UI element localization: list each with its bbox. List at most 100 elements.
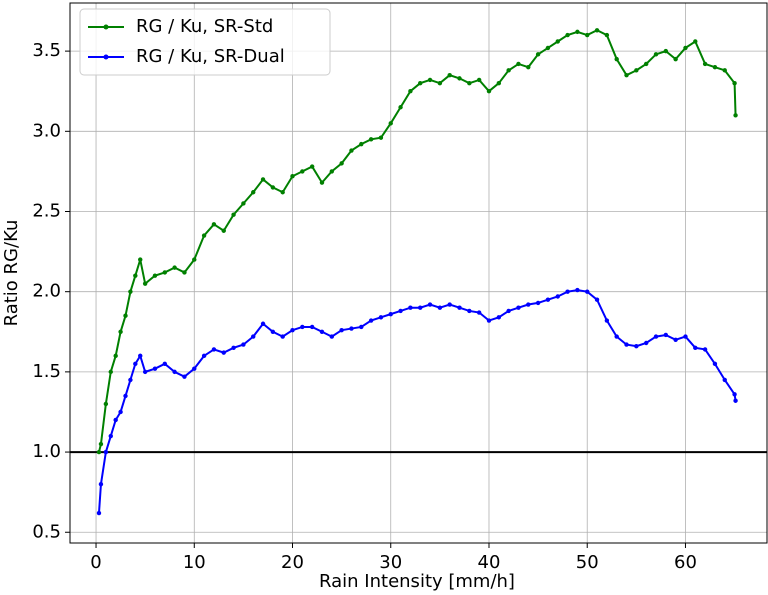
data-point <box>182 374 187 379</box>
legend: RG / Ku, SR-Std RG / Ku, SR-Dual <box>79 8 331 76</box>
data-point <box>516 61 521 67</box>
plot-frame <box>69 2 768 544</box>
data-point <box>437 305 443 310</box>
data-point <box>408 305 413 310</box>
data-point <box>624 72 629 78</box>
data-point <box>270 329 276 334</box>
data-point <box>663 332 669 338</box>
data-point <box>418 305 423 310</box>
data-point <box>427 302 433 307</box>
data-point <box>211 222 217 227</box>
y-tick-label: 1.5 <box>32 361 61 382</box>
data-point <box>614 334 619 339</box>
data-point <box>575 287 580 293</box>
data-point <box>152 273 158 278</box>
data-point <box>437 80 443 86</box>
data-point <box>398 105 403 110</box>
data-point <box>594 297 600 302</box>
data-point <box>309 164 315 169</box>
data-point <box>585 32 590 38</box>
legend-marker <box>103 24 109 30</box>
data-point <box>231 345 236 351</box>
data-point <box>535 52 541 57</box>
data-point <box>349 148 354 153</box>
data-point <box>123 393 128 399</box>
data-point <box>118 409 123 415</box>
data-point <box>702 61 708 67</box>
data-point <box>359 141 364 147</box>
data-point <box>108 433 113 439</box>
data-point <box>733 113 738 118</box>
data-point <box>673 337 678 342</box>
data-point <box>319 180 325 185</box>
data-point <box>319 329 325 334</box>
x-tick-label: 40 <box>478 552 501 573</box>
data-point <box>142 369 148 375</box>
data-point <box>526 64 531 70</box>
data-point <box>447 302 452 307</box>
data-point <box>241 201 246 206</box>
x-tick-label: 30 <box>379 552 402 573</box>
data-point <box>398 308 403 314</box>
data-point <box>388 311 393 317</box>
data-point <box>98 481 104 487</box>
data-point <box>201 353 207 359</box>
data-point <box>604 318 610 323</box>
data-point <box>152 366 158 371</box>
data-point <box>133 273 138 278</box>
data-point <box>634 344 639 349</box>
data-point <box>467 308 472 314</box>
data-point <box>526 302 531 307</box>
data-point <box>585 289 590 294</box>
data-point <box>565 289 570 294</box>
data-point <box>643 61 649 67</box>
data-point <box>496 80 502 86</box>
data-point <box>535 300 541 306</box>
data-point <box>162 270 167 275</box>
data-point <box>683 45 688 51</box>
x-tick-label: 50 <box>576 552 599 573</box>
data-point <box>486 318 492 323</box>
data-point <box>712 361 718 367</box>
x-tick-label: 10 <box>183 552 206 573</box>
data-point <box>329 169 335 174</box>
data-point <box>133 361 138 367</box>
data-point <box>251 190 256 195</box>
data-point <box>467 80 472 86</box>
data-point <box>221 228 226 233</box>
data-point <box>634 68 639 73</box>
data-point <box>113 353 118 359</box>
data-point <box>575 29 580 35</box>
data-point <box>123 313 128 318</box>
data-point <box>368 137 374 142</box>
x-tick-label: 60 <box>674 552 697 573</box>
y-tick-label: 2.0 <box>32 281 61 302</box>
data-point <box>96 449 102 455</box>
y-tick-label: 3.0 <box>32 120 61 141</box>
data-point <box>378 315 384 320</box>
data-point <box>683 334 688 339</box>
data-point <box>722 377 727 383</box>
data-point <box>108 369 113 375</box>
y-tick-label: 2.5 <box>32 200 61 221</box>
data-point <box>138 257 143 262</box>
data-point <box>447 72 452 78</box>
data-point <box>300 324 305 330</box>
data-point <box>118 329 123 334</box>
data-point <box>418 80 423 86</box>
data-point <box>732 80 737 86</box>
data-point <box>712 64 718 70</box>
data-point <box>260 321 266 326</box>
data-point <box>643 340 649 346</box>
data-point <box>290 174 295 179</box>
y-tick-label: 3.5 <box>32 40 61 61</box>
y-axis-label: Ratio RG/Ku <box>1 220 22 327</box>
x-tick-label: 0 <box>90 552 101 573</box>
x-axis-label: Rain Intensity [mm/h] <box>319 571 515 592</box>
data-point <box>290 327 295 333</box>
legend-box <box>79 8 331 76</box>
legend-label: RG / Ku, SR-Dual <box>136 46 285 67</box>
data-point <box>594 28 600 33</box>
data-point <box>653 52 659 57</box>
data-point <box>98 441 104 447</box>
